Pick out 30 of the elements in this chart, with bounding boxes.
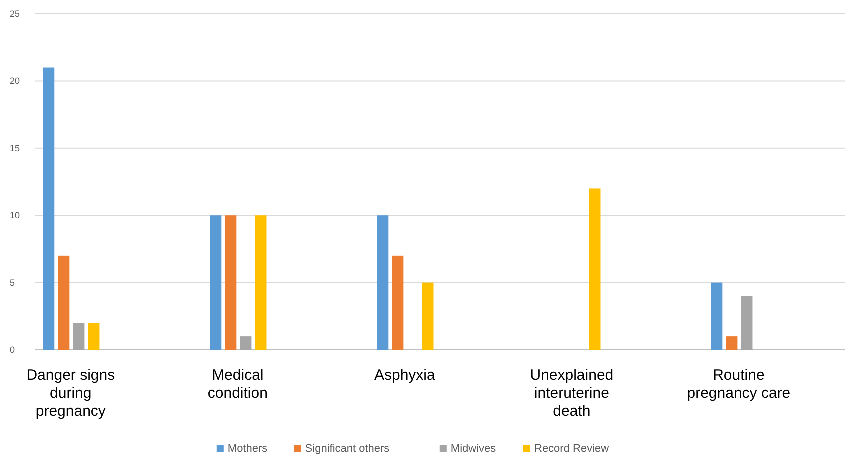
bar [88,323,100,350]
y-tick-label: 25 [10,9,20,19]
bar [392,256,404,350]
x-tick-label: Danger signs during pregnancy [26,367,116,420]
legend-label: Record Review [534,443,610,455]
bar [225,216,237,350]
bar [726,336,738,350]
y-tick-label: 10 [10,210,20,221]
bar [741,296,753,350]
x-tick-label: Asphyxia [374,367,436,384]
legend-label: Mothers [228,443,268,455]
bar [58,256,70,350]
bar [589,188,601,350]
x-tick-label: Routine pregnancy care [687,367,791,402]
bar [711,282,723,350]
bar [210,216,222,350]
y-tick-label: 15 [10,143,20,154]
y-tick-label: 5 [10,278,16,288]
y-tick-label: 0 [10,345,16,355]
y-tick-label: 20 [10,76,20,86]
legend-label: Significant others [305,443,390,455]
legend-label: Midwives [450,443,497,455]
bar [43,68,55,350]
x-tick-label: Unexplained interuterine death [530,367,614,420]
bar [73,323,85,350]
bar [240,336,252,350]
bar [255,216,267,350]
bar [422,282,434,350]
bar [377,216,389,350]
x-tick-label: Medical condition [208,367,268,402]
